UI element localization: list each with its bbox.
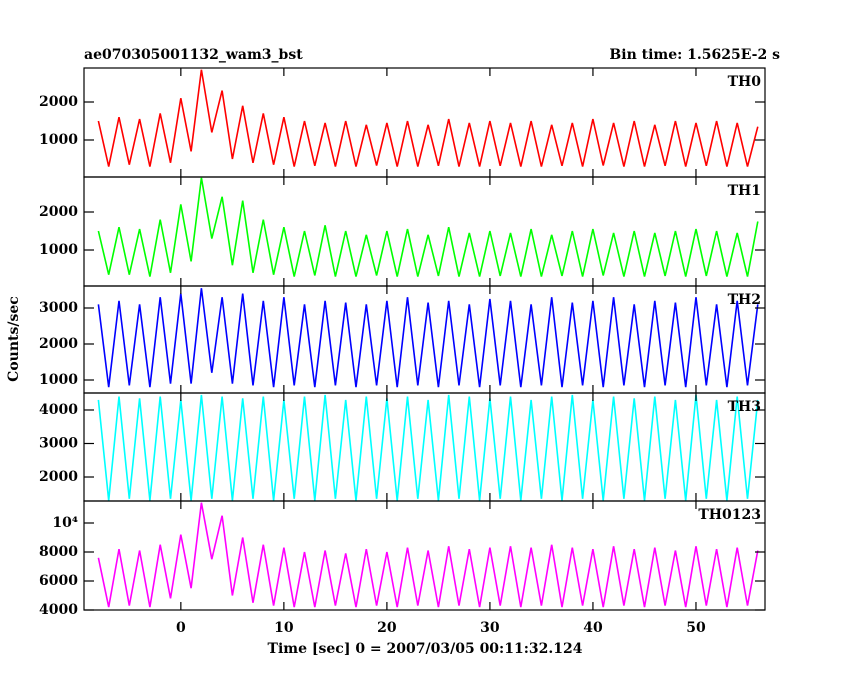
series-line [97, 394, 759, 501]
y-tick-label: 3000 [39, 300, 78, 316]
y-tick-label: 10⁴ [52, 515, 78, 531]
chart-subtitle: Bin time: 1.5625E-2 s [609, 47, 780, 63]
x-tick-label: 50 [686, 620, 706, 636]
y-tick-label: 2000 [39, 336, 78, 352]
panel-frame [83, 500, 766, 611]
panel-label: TH2 [728, 292, 761, 308]
panel-label: TH0123 [698, 507, 761, 523]
x-tick-label: 20 [377, 620, 397, 636]
chart-title: ae070305001132_wam3_bst [84, 47, 303, 63]
x-tick-label: 40 [583, 620, 603, 636]
y-tick-label: 8000 [39, 544, 78, 560]
x-tick-label: 30 [480, 620, 500, 636]
series-line [97, 502, 759, 608]
panel-label: TH3 [728, 399, 761, 415]
x-axis-label: Time [sec] 0 = 2007/03/05 00:11:32.124 [268, 641, 583, 657]
y-tick-label: 1000 [39, 132, 78, 148]
y-axis-label: Counts/sec [6, 296, 22, 382]
panel-label: TH0 [728, 74, 762, 90]
y-tick-label: 1000 [39, 242, 78, 258]
x-tick-label: 10 [274, 620, 294, 636]
y-tick-label: 2000 [39, 469, 78, 485]
series-line [97, 288, 759, 388]
y-tick-label: 3000 [39, 435, 78, 451]
y-tick-label: 4000 [39, 402, 78, 418]
x-tick-label: 0 [176, 620, 186, 636]
y-tick-label: 1000 [39, 372, 78, 388]
panel-label: TH1 [728, 183, 761, 199]
y-tick-label: 2000 [39, 204, 78, 220]
y-tick-label: 2000 [39, 94, 78, 110]
series-line [97, 177, 759, 277]
y-tick-label: 4000 [39, 602, 78, 618]
series-line [97, 69, 759, 167]
y-tick-label: 6000 [39, 573, 78, 589]
